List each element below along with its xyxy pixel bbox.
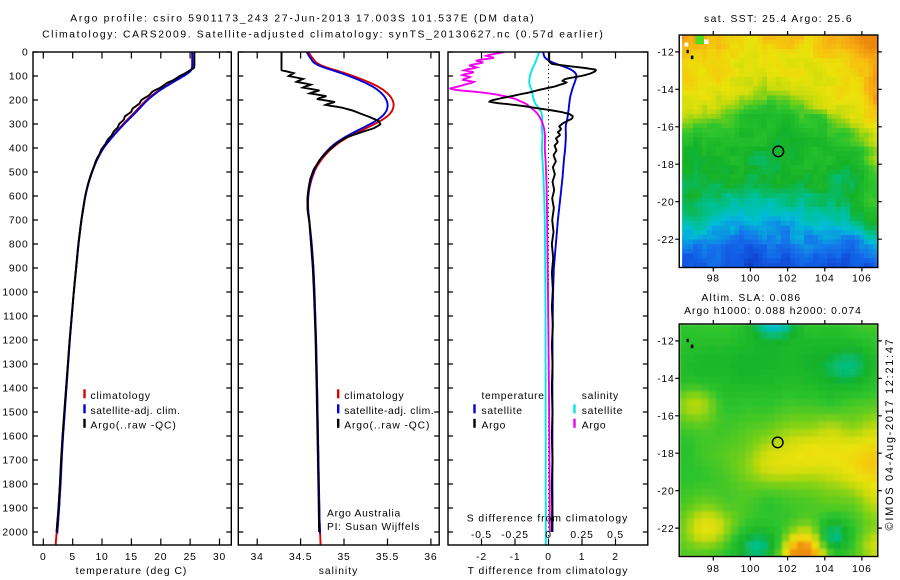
svg-text:-1: -1 <box>510 552 521 563</box>
svg-text:-16: -16 <box>657 411 674 422</box>
svg-text:-0.5: -0.5 <box>471 530 492 541</box>
svg-text:Argo h1000: 0.088 h2000: 0.074: Argo h1000: 0.088 h2000: 0.074 <box>684 306 862 317</box>
svg-text:satellite: satellite <box>582 406 623 417</box>
svg-text:temperature (deg C): temperature (deg C) <box>76 566 188 577</box>
svg-text:20: 20 <box>154 552 167 563</box>
svg-text:700: 700 <box>9 216 29 227</box>
svg-text:salinity: salinity <box>582 391 619 402</box>
svg-text:98: 98 <box>707 274 720 285</box>
svg-text:-14: -14 <box>657 374 674 385</box>
svg-text:100: 100 <box>9 72 29 83</box>
svg-text:Altim. SLA: 0.086: Altim. SLA: 0.086 <box>701 293 801 304</box>
svg-text:900: 900 <box>9 264 29 275</box>
svg-text:10: 10 <box>95 552 108 563</box>
svg-text:0.25: 0.25 <box>570 530 593 541</box>
svg-text:-22: -22 <box>657 235 674 246</box>
svg-text:104: 104 <box>815 564 835 575</box>
svg-text:1200: 1200 <box>2 336 28 347</box>
svg-text:1100: 1100 <box>3 312 28 323</box>
svg-text:30: 30 <box>213 552 226 563</box>
svg-text:102: 102 <box>778 274 798 285</box>
svg-text:satellite: satellite <box>482 406 523 417</box>
svg-text:0: 0 <box>545 530 552 541</box>
svg-text:Argo(..raw -QC): Argo(..raw -QC) <box>91 421 177 432</box>
svg-text:1500: 1500 <box>2 408 28 419</box>
svg-text:satellite-adj. clim.: satellite-adj. clim. <box>91 406 181 417</box>
svg-text:0: 0 <box>545 552 552 563</box>
svg-text:34.5: 34.5 <box>289 552 312 563</box>
svg-text:Argo Australia: Argo Australia <box>327 509 401 520</box>
svg-text:106: 106 <box>852 274 872 285</box>
svg-text:-12: -12 <box>657 48 674 59</box>
svg-text:300: 300 <box>9 120 29 131</box>
svg-text:0.5: 0.5 <box>607 530 624 541</box>
svg-text:1300: 1300 <box>2 360 28 371</box>
svg-text:-20: -20 <box>657 197 674 208</box>
svg-text:-18: -18 <box>657 160 674 171</box>
svg-text:2: 2 <box>612 552 619 563</box>
svg-text:1700: 1700 <box>2 456 28 467</box>
svg-text:35.5: 35.5 <box>376 552 399 563</box>
svg-text:35: 35 <box>338 552 351 563</box>
svg-text:Argo: Argo <box>582 421 607 432</box>
svg-text:15: 15 <box>125 552 138 563</box>
svg-text:satellite-adj. clim.: satellite-adj. clim. <box>344 406 434 417</box>
svg-text:400: 400 <box>9 144 29 155</box>
svg-text:34: 34 <box>251 552 264 563</box>
svg-text:-14: -14 <box>657 85 674 96</box>
svg-text:Argo profile: csiro 5901173_24: Argo profile: csiro 5901173_243 27-Jun-2… <box>70 14 535 25</box>
svg-text:-12: -12 <box>657 337 674 348</box>
svg-text:1600: 1600 <box>2 432 28 443</box>
svg-text:100: 100 <box>741 274 761 285</box>
svg-text:100: 100 <box>741 564 761 575</box>
svg-text:sat. SST: 25.4 Argo: 25.6: sat. SST: 25.4 Argo: 25.6 <box>704 14 853 25</box>
svg-text:2000: 2000 <box>2 528 28 539</box>
svg-text:salinity: salinity <box>319 566 358 577</box>
svg-text:36: 36 <box>424 552 437 563</box>
svg-text:PI: Susan Wijffels: PI: Susan Wijffels <box>327 522 420 533</box>
svg-text:0: 0 <box>40 552 47 563</box>
svg-text:Climatology: CARS2009. Satelli: Climatology: CARS2009. Satellite-adjuste… <box>42 30 604 41</box>
svg-text:-18: -18 <box>657 449 674 460</box>
svg-text:1800: 1800 <box>2 480 28 491</box>
svg-text:Argo(..raw -QC): Argo(..raw -QC) <box>344 421 430 432</box>
svg-text:106: 106 <box>852 564 872 575</box>
svg-text:98: 98 <box>707 564 720 575</box>
svg-text:1: 1 <box>579 552 586 563</box>
svg-text:200: 200 <box>9 96 29 107</box>
svg-text:104: 104 <box>815 274 835 285</box>
svg-text:0: 0 <box>22 48 29 59</box>
svg-text:102: 102 <box>778 564 798 575</box>
svg-text:-22: -22 <box>657 524 674 535</box>
svg-text:climatology: climatology <box>344 391 404 402</box>
svg-text:©IMOS 04-Aug-2017 12:21:47: ©IMOS 04-Aug-2017 12:21:47 <box>884 338 896 531</box>
svg-text:800: 800 <box>9 240 29 251</box>
svg-text:1000: 1000 <box>2 288 28 299</box>
svg-text:-0.25: -0.25 <box>501 530 528 541</box>
svg-text:Argo: Argo <box>482 421 507 432</box>
svg-text:600: 600 <box>9 192 29 203</box>
svg-text:1400: 1400 <box>2 384 28 395</box>
svg-text:500: 500 <box>9 168 29 179</box>
svg-text:25: 25 <box>184 552 197 563</box>
svg-text:1900: 1900 <box>2 504 28 515</box>
svg-text:-2: -2 <box>476 552 487 563</box>
svg-text:climatology: climatology <box>91 391 151 402</box>
svg-text:temperature: temperature <box>482 391 545 402</box>
svg-text:5: 5 <box>69 552 76 563</box>
svg-text:-20: -20 <box>657 486 674 497</box>
svg-text:-16: -16 <box>657 122 674 133</box>
svg-text:T difference from climatology: T difference from climatology <box>468 566 629 577</box>
svg-text:S difference from climatology: S difference from climatology <box>467 514 629 525</box>
